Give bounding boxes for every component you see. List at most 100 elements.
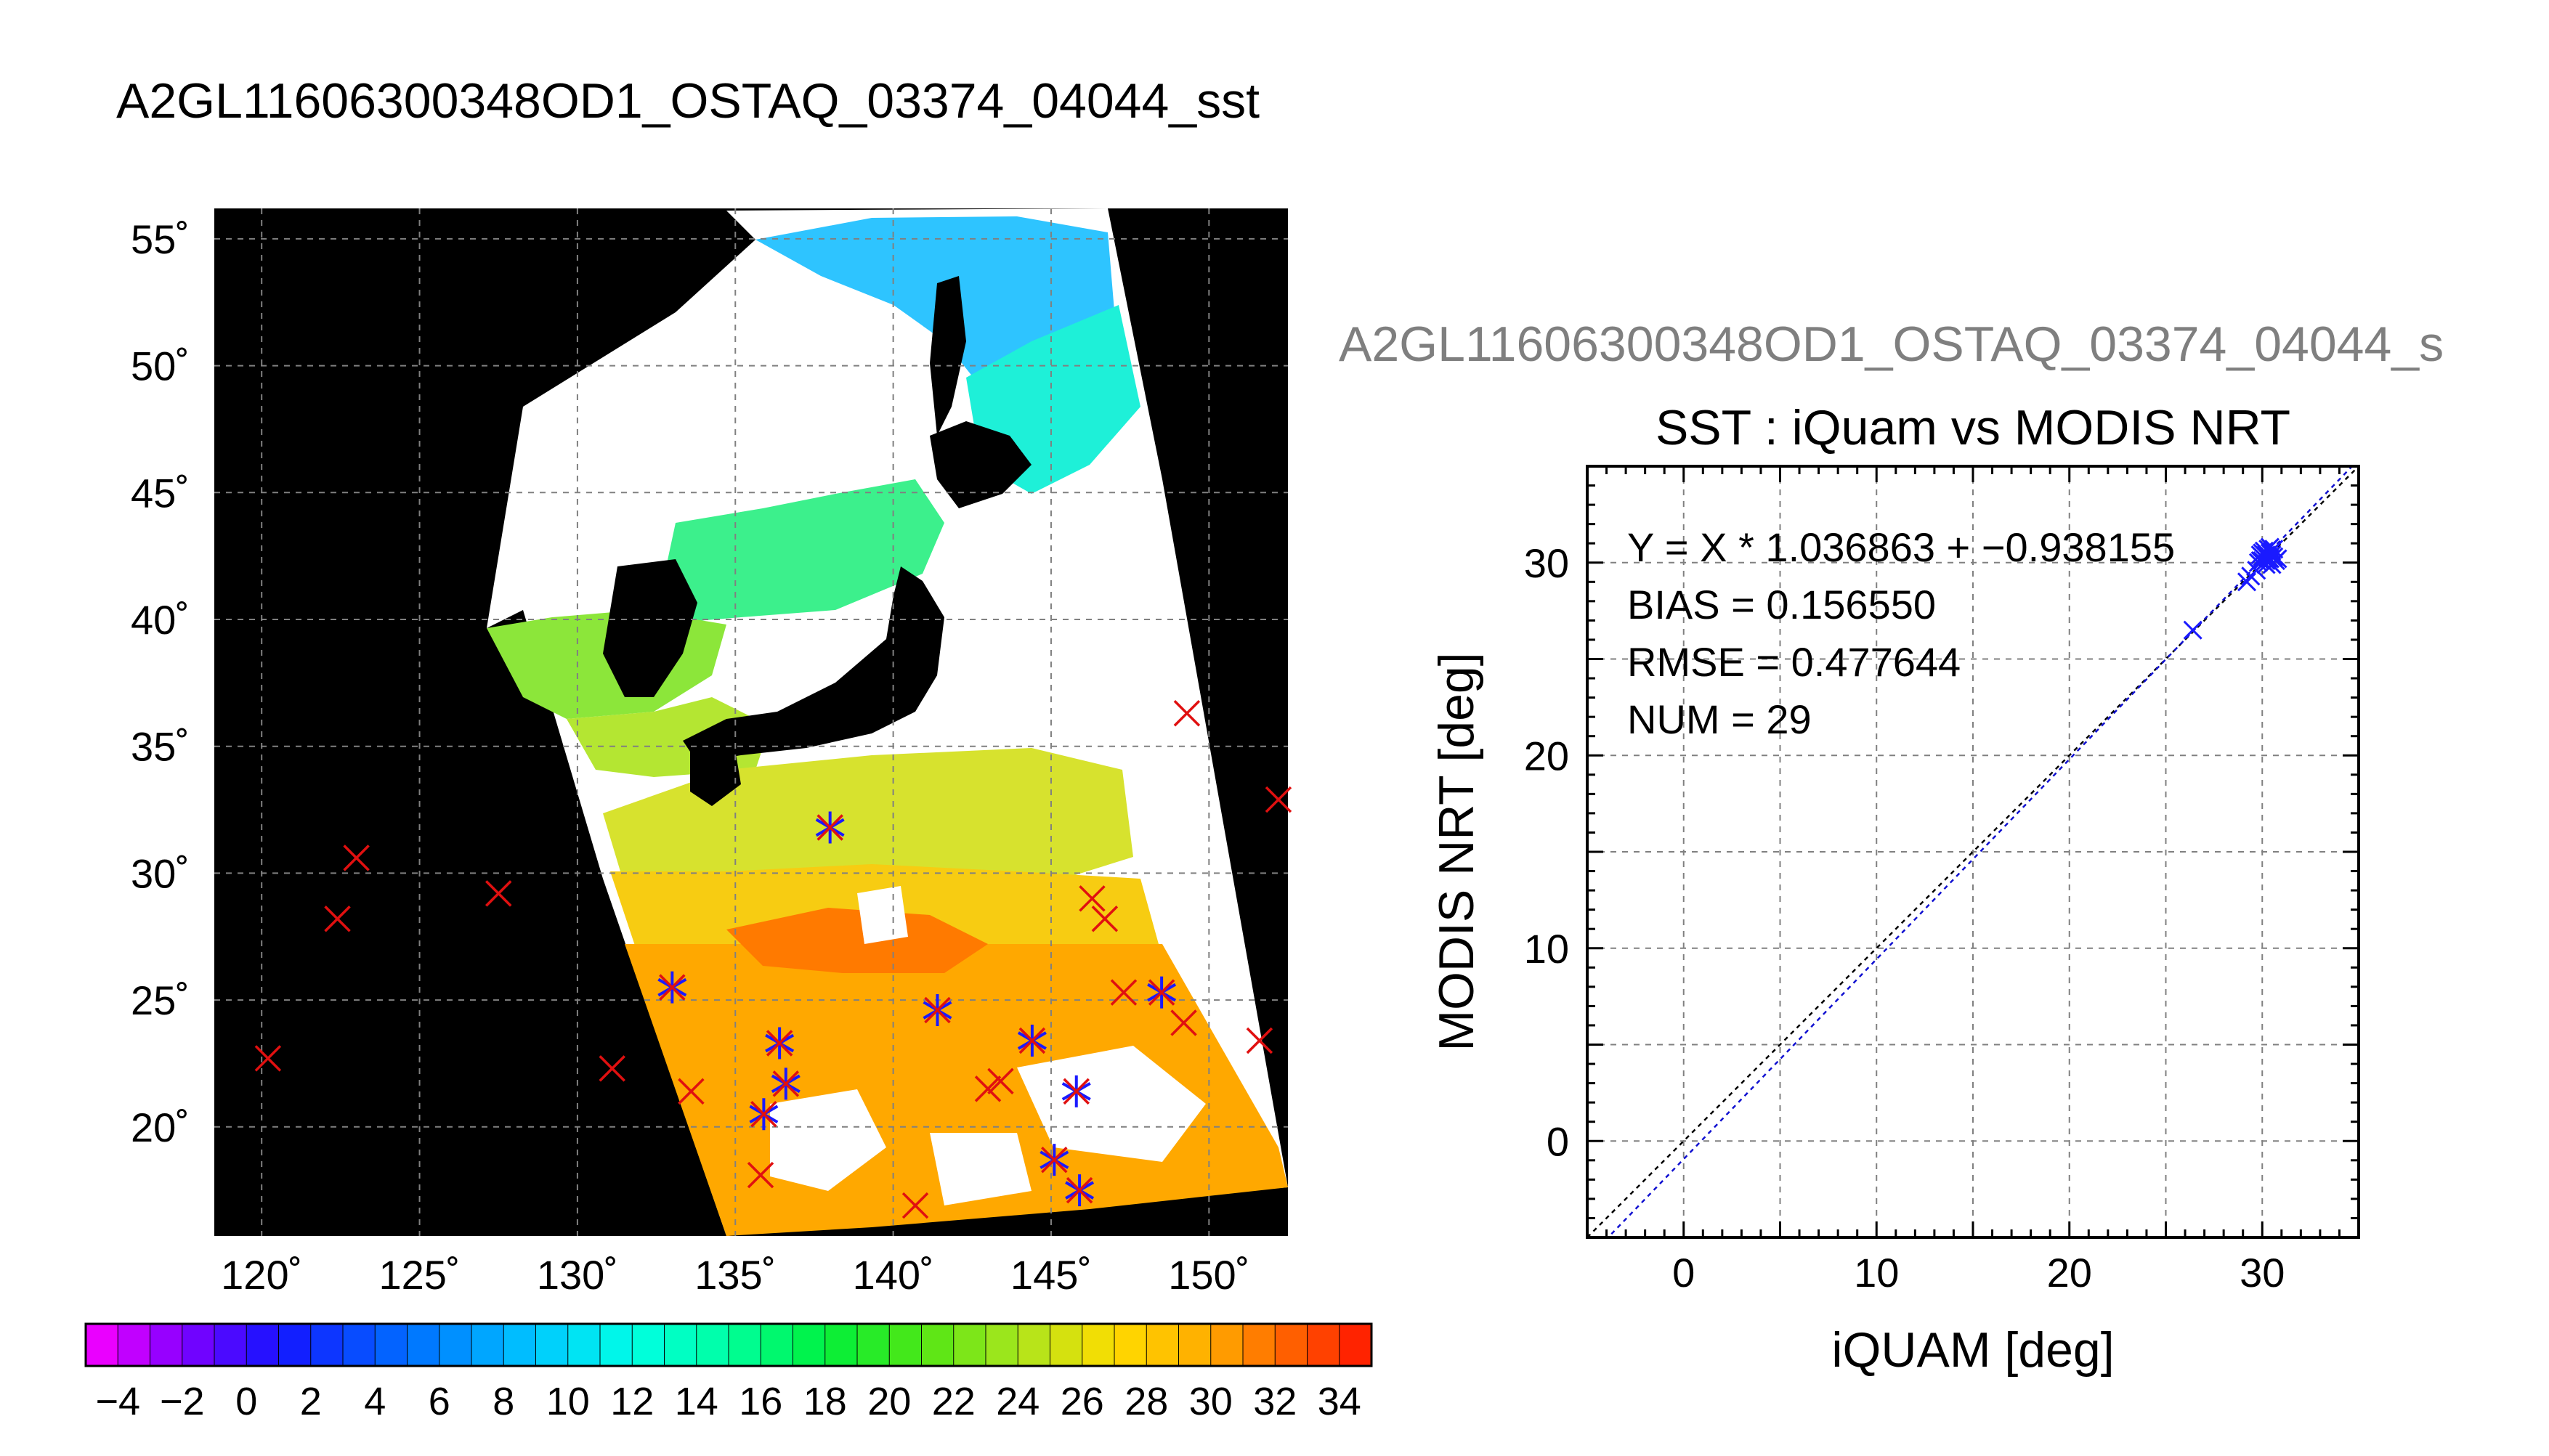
- latitude-label: 35˚: [131, 724, 190, 770]
- matchup-marker-matched: [765, 1027, 795, 1060]
- x-axis-label: iQUAM [deg]: [1831, 1322, 2114, 1378]
- matchup-marker: [1170, 1009, 1197, 1036]
- colorbar-frame: [84, 1322, 1373, 1367]
- matchup-marker-matched: [1065, 1174, 1095, 1207]
- colorbar-label: 8: [493, 1380, 514, 1423]
- colorbar-cell: [1307, 1323, 1340, 1367]
- sst-field-hot-spot: [726, 908, 988, 973]
- scatter-point: [2260, 537, 2279, 557]
- longitude-label: 120˚: [221, 1252, 302, 1298]
- matchup-marker-matched: [1040, 1144, 1069, 1176]
- sst-field-japan-sea: [654, 479, 944, 625]
- land-korea: [603, 559, 697, 697]
- matchup-markers: [254, 700, 1292, 1219]
- colorbar-cell: [888, 1323, 923, 1367]
- land-kyushu: [690, 741, 741, 806]
- matchup-marker: [1265, 786, 1292, 813]
- colorbar-cell: [117, 1323, 151, 1367]
- colorbar-cell: [921, 1323, 955, 1367]
- x-tick-labels: 0 10 20 30: [1672, 1250, 2285, 1296]
- colorbar-cell: [1242, 1323, 1276, 1367]
- colorbar-cell: [856, 1323, 891, 1367]
- latitude-label: 55˚: [131, 216, 190, 262]
- colorbar-cell: [471, 1323, 505, 1367]
- latitude-label: 20˚: [131, 1105, 190, 1150]
- x-tick-label: 0: [1672, 1250, 1695, 1296]
- colorbar-label: 26: [1061, 1380, 1104, 1423]
- colorbar-label: 6: [429, 1380, 450, 1423]
- colorbar-cell: [824, 1323, 858, 1367]
- colorbar-cell: [664, 1323, 697, 1367]
- bias-value: BIAS = 0.156550: [1627, 582, 1936, 627]
- scatter-header: A2GL11606300348OD1_OSTAQ_03374_04044_s: [1339, 317, 2444, 372]
- matchup-marker: [343, 845, 370, 871]
- cloud-patch-2: [1017, 1046, 1206, 1162]
- colorbar-cell: [310, 1323, 344, 1367]
- latitude-label: 50˚: [131, 343, 190, 389]
- colorbar-label: 30: [1189, 1380, 1233, 1423]
- matchup-marker: [1091, 906, 1119, 932]
- matchup-marker: [1173, 700, 1201, 727]
- longitude-label: 135˚: [694, 1252, 776, 1298]
- scatter-point: [2262, 555, 2282, 574]
- colorbar-cell: [278, 1323, 312, 1367]
- matchup-marker: [324, 906, 351, 932]
- colorbar-label: 34: [1318, 1380, 1361, 1423]
- longitude-label: 145˚: [1010, 1252, 1092, 1298]
- colorbar-cell: [631, 1323, 665, 1367]
- matchup-cross: [1018, 1027, 1046, 1054]
- longitude-label: 150˚: [1168, 1252, 1249, 1298]
- matchup-marker-matched: [1061, 1075, 1091, 1107]
- scatter-plot: 0 10 20 30 0 10 20 30 Y = X * 1.036863 + −0.93…: [1429, 465, 2360, 1378]
- colorbar-cell: [1178, 1323, 1212, 1367]
- matchup-marker: [747, 1161, 774, 1189]
- matchup-marker: [1246, 1027, 1273, 1054]
- colorbar-cell: [439, 1323, 472, 1367]
- colorbar-cell: [535, 1323, 569, 1367]
- x-tick-label: 20: [2047, 1250, 2092, 1296]
- matchup-marker-matched: [815, 811, 845, 844]
- matchup-marker: [678, 1078, 705, 1105]
- colorbar-cell: [150, 1323, 183, 1367]
- colorbar-cell: [407, 1323, 440, 1367]
- scatter-point: [2253, 551, 2272, 571]
- colorbar-cell: [953, 1323, 986, 1367]
- cloud-patch-3: [930, 1133, 1032, 1205]
- cloud-patch-1: [770, 1089, 886, 1191]
- colorbar-cell: [85, 1323, 119, 1367]
- matchup-marker: [901, 1192, 929, 1219]
- num-value: NUM = 29: [1627, 696, 1812, 742]
- scatter-point: [2258, 549, 2278, 569]
- scatter-points: [2183, 537, 2287, 640]
- colorbar-cell: [214, 1323, 248, 1367]
- y-tick-label: 20: [1524, 733, 1569, 778]
- longitude-label: 125˚: [379, 1252, 461, 1298]
- longitude-label: 140˚: [853, 1252, 934, 1298]
- colorbar-cell: [760, 1323, 794, 1367]
- colorbar-label: 24: [996, 1380, 1040, 1423]
- matchup-marker-matched: [771, 1067, 801, 1100]
- colorbar-label: 28: [1124, 1380, 1168, 1423]
- longitude-label: 130˚: [537, 1252, 618, 1298]
- longitude-labels: 120˚ 125˚ 130˚ 135˚ 140˚ 145˚ 150˚: [221, 1252, 1249, 1298]
- scatter-title: SST : iQuam vs MODIS NRT: [1656, 400, 2290, 455]
- matchup-marker: [254, 1045, 282, 1072]
- colorbar-cell: [246, 1323, 280, 1367]
- matchup-cross: [1063, 1078, 1090, 1105]
- y-tick-label: 30: [1524, 540, 1569, 586]
- matchup-marker: [599, 1055, 625, 1082]
- y-tick-labels: 0 10 20 30: [1524, 540, 1569, 1165]
- matchup-marker-matched: [1017, 1024, 1047, 1057]
- regression-line: [1607, 466, 2354, 1237]
- colorbar-cell: [1082, 1323, 1115, 1367]
- colorbar-cell: [1017, 1323, 1051, 1367]
- colorbar-label: 20: [867, 1380, 911, 1423]
- x-tick-label: 30: [2240, 1250, 2285, 1296]
- matchup-cross: [1041, 1146, 1068, 1174]
- sst-map: 55˚ 50˚ 45˚ 40˚ 35˚ 30˚ 25˚ 20˚ 120˚ 125˚ 130˚ 135…: [131, 208, 1292, 1298]
- colorbar-label: 4: [364, 1380, 386, 1423]
- colorbar-cell: [696, 1323, 729, 1367]
- colorbar-cell: [503, 1323, 537, 1367]
- colorbar-cell: [374, 1323, 408, 1367]
- matchup-cross: [772, 1070, 800, 1097]
